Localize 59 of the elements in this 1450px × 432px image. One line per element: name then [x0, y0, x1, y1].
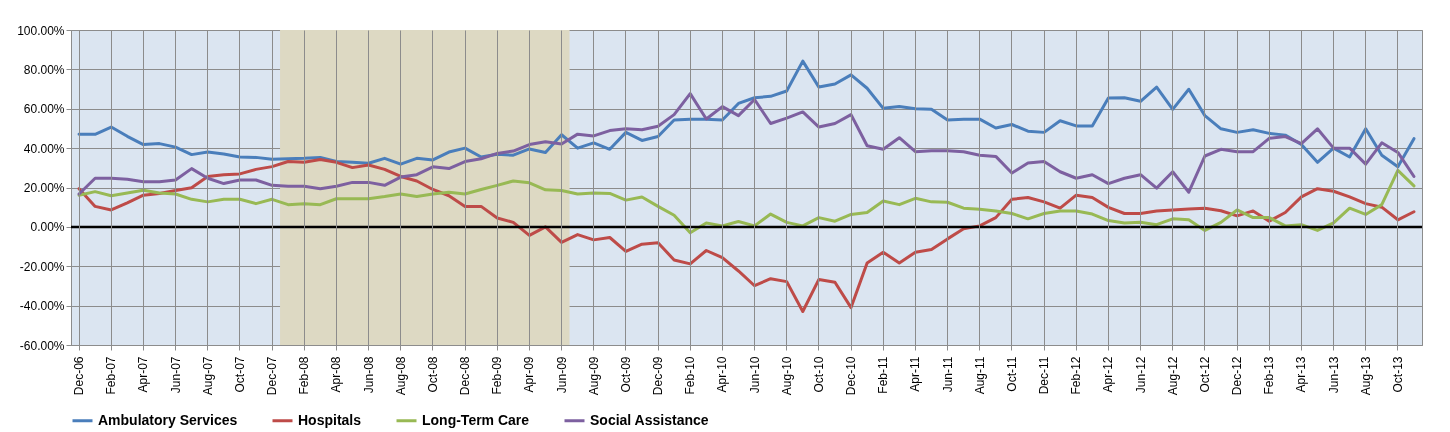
x-tick-label: Dec-06: [72, 356, 87, 396]
y-tick-label: 20.00%: [23, 181, 65, 195]
x-tick-label: Dec-09: [651, 356, 666, 396]
x-tick-label: Jun-11: [940, 356, 955, 393]
x-tick-label: Apr-08: [329, 356, 344, 393]
legend-label: Ambulatory Services: [98, 411, 238, 428]
legend-label: Social Assistance: [590, 411, 709, 428]
x-tick-label: Jun-10: [747, 356, 762, 394]
legend-label: Hospitals: [298, 411, 362, 428]
x-tick-label: Oct-07: [232, 356, 247, 393]
x-tick-label: Jun-07: [168, 356, 183, 394]
x-tick-label: Dec-07: [265, 356, 280, 396]
x-tick-label: Oct-13: [1390, 356, 1405, 393]
x-tick-label: Dec-12: [1230, 356, 1245, 396]
x-tick-label: Aug-10: [779, 356, 794, 396]
x-tick-label: Aug-07: [200, 356, 215, 396]
y-tick-label: 80.00%: [23, 62, 65, 77]
x-tick-label: Feb-09: [490, 356, 505, 395]
x-tick-label: Aug-12: [1165, 356, 1180, 396]
y-tick-label: -40.00%: [19, 299, 65, 314]
x-tick-label: Feb-13: [1262, 356, 1277, 395]
x-tick-label: Feb-08: [297, 356, 312, 395]
line-series: [77, 158, 1416, 314]
x-tick-label: Aug-11: [972, 356, 987, 395]
y-tick-label: -20.00%: [19, 259, 65, 274]
x-tick-label: Apr-13: [1294, 356, 1309, 393]
x-tick-label: Oct-11: [1004, 356, 1019, 392]
x-tick-label: Feb-12: [1069, 356, 1084, 395]
y-tick-label: 100.00%: [17, 23, 65, 38]
x-tick-label: Dec-11: [1037, 356, 1052, 395]
y-tick-label: -60.00%: [19, 338, 65, 353]
line-series: [77, 59, 1416, 169]
y-tick-label: 0.00%: [30, 220, 65, 235]
legend-label: Long-Term Care: [422, 411, 530, 428]
x-tick-label: Aug-09: [586, 356, 601, 396]
x-tick-label: Oct-12: [1197, 356, 1212, 393]
x-tick-label: Apr-12: [1101, 356, 1116, 393]
y-tick-label: 60.00%: [23, 102, 65, 117]
x-tick-label: Dec-08: [458, 356, 473, 396]
x-tick-label: Apr-10: [715, 356, 730, 393]
line-series: [77, 92, 1416, 196]
x-tick-label: Feb-10: [683, 356, 698, 395]
x-tick-label: Aug-08: [393, 356, 408, 396]
x-tick-label: Jun-12: [1133, 356, 1148, 394]
x-tick-label: Oct-09: [618, 356, 633, 393]
x-tick-label: Aug-13: [1358, 356, 1373, 396]
x-tick-label: Jun-13: [1326, 356, 1341, 394]
x-tick-label: Apr-07: [136, 356, 151, 393]
x-tick-label: Oct-08: [425, 356, 440, 393]
x-tick-label: Feb-07: [104, 356, 119, 395]
line-series: [77, 168, 1416, 235]
x-tick-label: Dec-10: [844, 356, 859, 396]
x-tick-label: Apr-09: [522, 356, 537, 393]
y-tick-label: 40.00%: [23, 141, 65, 156]
x-tick-label: Oct-10: [811, 356, 826, 393]
x-tick-label: Jun-09: [554, 356, 569, 394]
x-tick-label: Feb-11: [876, 356, 891, 394]
x-tick-label: Apr-11: [908, 356, 923, 392]
x-tick-label: Jun-08: [361, 356, 376, 394]
